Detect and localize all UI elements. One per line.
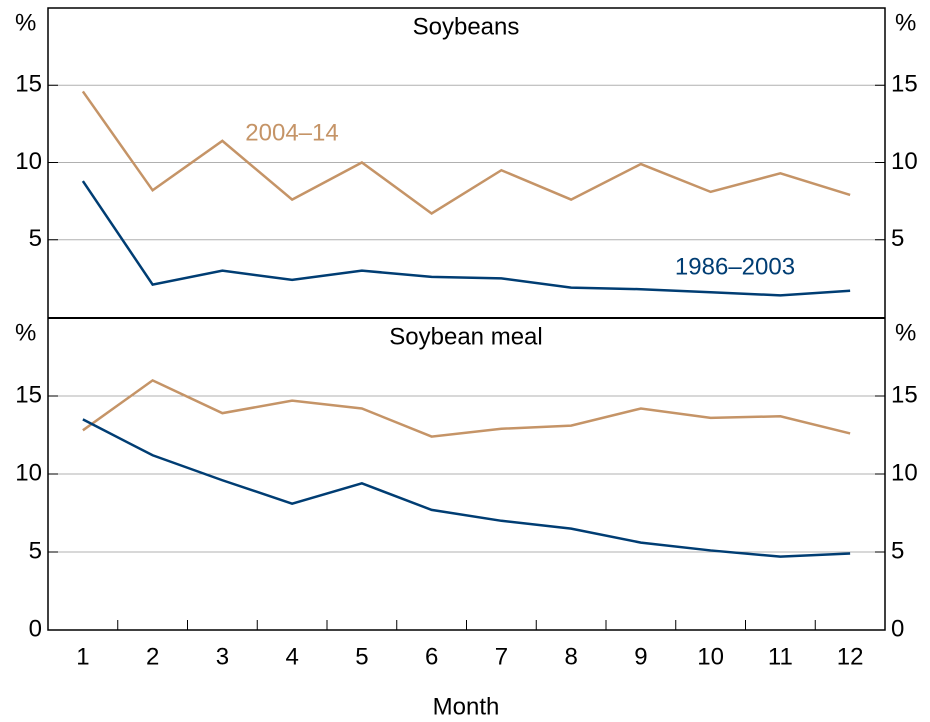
x-tick-label: 1: [76, 643, 89, 670]
y-tick-label: 15: [15, 381, 42, 408]
x-tick-label: 11: [768, 643, 793, 670]
y-tick-label: 10: [15, 459, 42, 486]
series-label: 2004–14: [245, 119, 338, 146]
x-tick-label: 4: [285, 643, 298, 670]
y-tick-label: 0: [29, 615, 42, 642]
x-axis-label: Month: [433, 693, 500, 720]
y-tick-label: 15: [891, 71, 918, 98]
series-line: [82, 378, 851, 438]
panel-title: Soybeans: [413, 13, 520, 40]
x-tick-label: 12: [837, 643, 864, 670]
x-tick-label: 2: [146, 643, 159, 670]
y-tick-label: 5: [891, 537, 904, 564]
x-tick-label: 8: [564, 643, 577, 670]
x-tick-label: 3: [216, 643, 229, 670]
y-unit-label: %: [15, 9, 36, 36]
series-line: [81, 90, 851, 215]
panel-title: Soybean meal: [389, 323, 542, 350]
x-tick-label: 6: [425, 643, 438, 670]
y-tick-label: 5: [29, 225, 42, 252]
y-unit-label: %: [895, 9, 916, 36]
y-tick-label: 15: [15, 71, 42, 98]
y-unit-label: %: [895, 319, 916, 346]
series-line: [82, 418, 851, 558]
series-line: [81, 180, 851, 297]
x-tick-label: 5: [355, 643, 368, 670]
series-label: 1986–2003: [675, 253, 795, 280]
x-tick-label: 9: [634, 643, 647, 670]
y-tick-label: 10: [15, 148, 42, 175]
y-tick-label: 15: [891, 381, 918, 408]
x-tick-label: 7: [495, 643, 508, 670]
y-tick-label: 5: [891, 225, 904, 252]
y-unit-label: %: [15, 319, 36, 346]
y-tick-label: 10: [891, 459, 918, 486]
y-tick-label: 10: [891, 148, 918, 175]
y-tick-label: 0: [891, 615, 904, 642]
x-tick-label: 10: [697, 643, 724, 670]
y-tick-label: 5: [29, 537, 42, 564]
